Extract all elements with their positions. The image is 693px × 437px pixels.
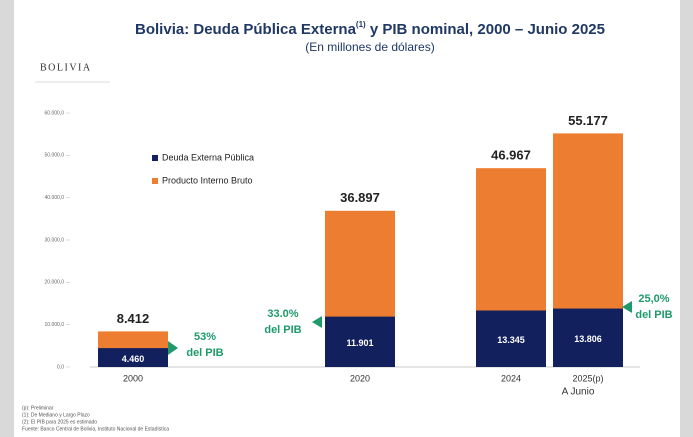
y-tick-label: 40.000,0: [45, 195, 65, 201]
footnote: (2): El PIB para 2025 es estimado: [22, 419, 97, 425]
bar: [476, 310, 546, 367]
x-tick-label: 2024: [501, 373, 521, 383]
bar: [98, 348, 168, 367]
share-arrow: [622, 301, 632, 313]
value-label: 46.967: [491, 148, 531, 163]
value-label: 8.412: [117, 311, 150, 326]
bar: [325, 316, 395, 367]
footnote: (1): De Mediano y Largo Plazo: [22, 412, 90, 418]
share-label: del PIB: [186, 347, 223, 359]
value-label: 11.901: [346, 338, 373, 348]
y-tick-label: 60.000,0: [45, 110, 65, 116]
y-tick-label: 10.000,0: [45, 322, 65, 328]
x-tick-label: 2020: [350, 373, 370, 383]
y-tick-label: 20.000,0: [45, 280, 65, 286]
footnote: Fuente: Banco Central de Bolivia, Instit…: [22, 426, 169, 432]
value-label: 4.460: [122, 354, 145, 364]
value-label: 13.345: [497, 335, 525, 345]
logo: BOLIVIA: [40, 62, 92, 73]
category-note: A Junio: [562, 387, 595, 398]
legend-swatch: [152, 155, 158, 161]
chart-subtitle: (En millones de dólares): [305, 40, 434, 54]
share-arrow: [312, 316, 322, 328]
legend-label: Deuda Externa Pública: [162, 152, 254, 162]
share-label: del PIB: [635, 309, 672, 321]
x-tick-label: 2000: [123, 373, 143, 383]
legend-swatch: [152, 178, 158, 184]
y-tick-label: 30.000,0: [45, 237, 65, 243]
x-tick-label: 2025(p): [572, 373, 603, 383]
share-arrow: [168, 341, 178, 355]
share-label: 25,0%: [638, 293, 669, 305]
chart-title: Bolivia: Deuda Pública Externa(1) y PIB …: [135, 20, 605, 38]
footnote: (p): Preliminar: [22, 405, 54, 411]
legend-label: Producto Interno Bruto: [162, 175, 253, 185]
value-label: 36.897: [340, 190, 380, 205]
share-label: 33.0%: [267, 308, 298, 320]
share-label: del PIB: [264, 324, 301, 336]
y-tick-label: 50.000,0: [45, 153, 65, 159]
share-label: 53%: [194, 331, 216, 343]
bar: [553, 308, 623, 367]
y-tick-label: 0,0: [57, 364, 64, 370]
value-label: 55.177: [568, 113, 608, 128]
value-label: 13.806: [574, 334, 602, 344]
